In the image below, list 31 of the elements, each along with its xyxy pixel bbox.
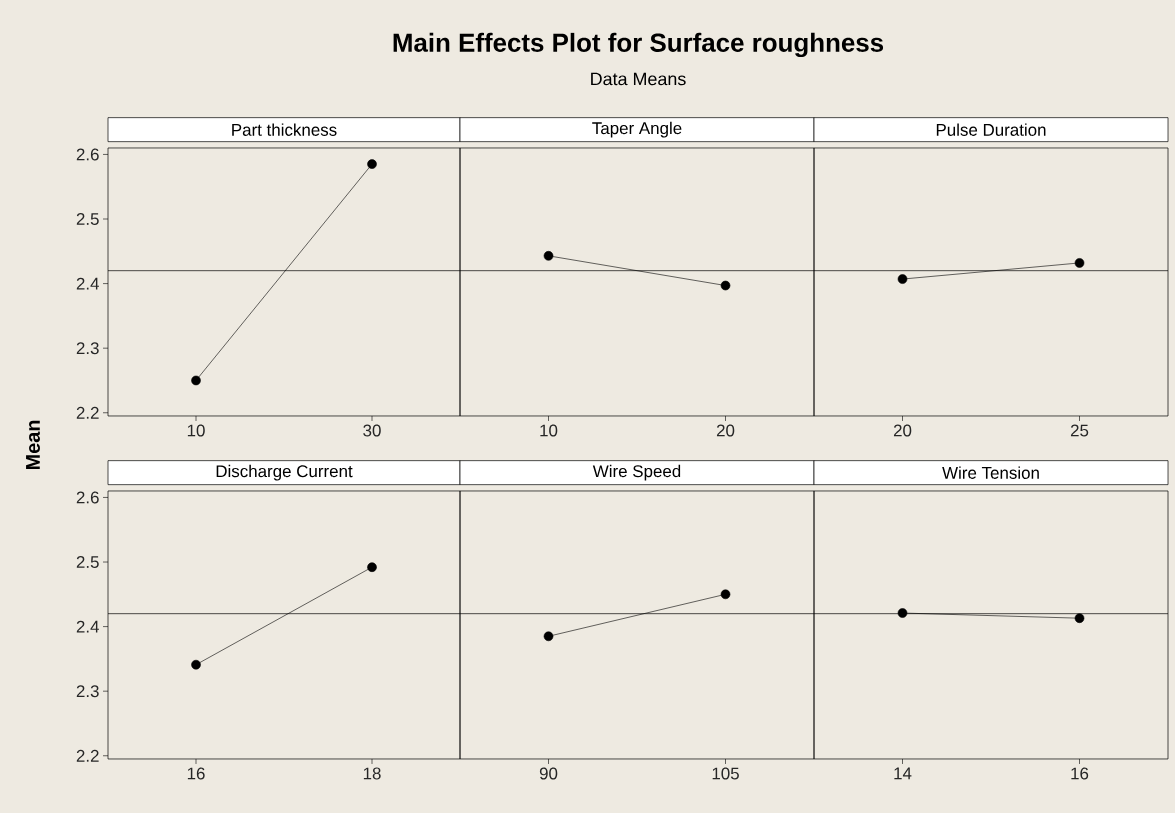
x-tick-label: 14: [894, 767, 912, 780]
text: Mean: [26, 420, 40, 470]
x-tick-label: 16: [187, 767, 205, 780]
x-tick-label: 10: [540, 424, 558, 437]
x-tick-label: 90: [539, 767, 558, 780]
chart-title: Taper Angle: [592, 121, 682, 138]
y-tick-label: 2.4: [76, 277, 99, 290]
text: Data Means: [591, 72, 686, 86]
y-tick-label: 2.3: [76, 342, 99, 355]
chart-title: Discharge Current: [216, 464, 353, 481]
y-tick-label: 2.2: [76, 749, 99, 762]
y-tick-label: 2.2: [76, 406, 99, 419]
text: Main Effects Plot for Surface roughness: [393, 32, 884, 58]
y-tick-label: 2.5: [76, 213, 99, 226]
chart-title: Wire Tension: [942, 466, 1039, 479]
x-tick-label: 20: [893, 424, 912, 437]
x-tick-label: 20: [716, 424, 735, 437]
x-tick-label: 16: [1071, 767, 1089, 780]
x-tick-label: 105: [712, 767, 739, 780]
chart-title: Part thickness: [232, 123, 337, 136]
y-tick-label: 2.4: [76, 620, 99, 633]
x-tick-label: 10: [187, 424, 205, 437]
y-tick-label: 2.6: [76, 491, 99, 504]
x-tick-label: 30: [363, 424, 381, 437]
y-tick-label: 2.6: [76, 148, 99, 161]
chart-title: Wire Speed: [592, 464, 681, 481]
y-tick-label: 2.3: [76, 685, 99, 698]
y-tick-label: 2.5: [76, 556, 99, 569]
x-tick-label: 25: [1070, 424, 1089, 437]
chart-title: Pulse Duration: [936, 123, 1046, 136]
x-tick-label: 18: [363, 767, 381, 780]
